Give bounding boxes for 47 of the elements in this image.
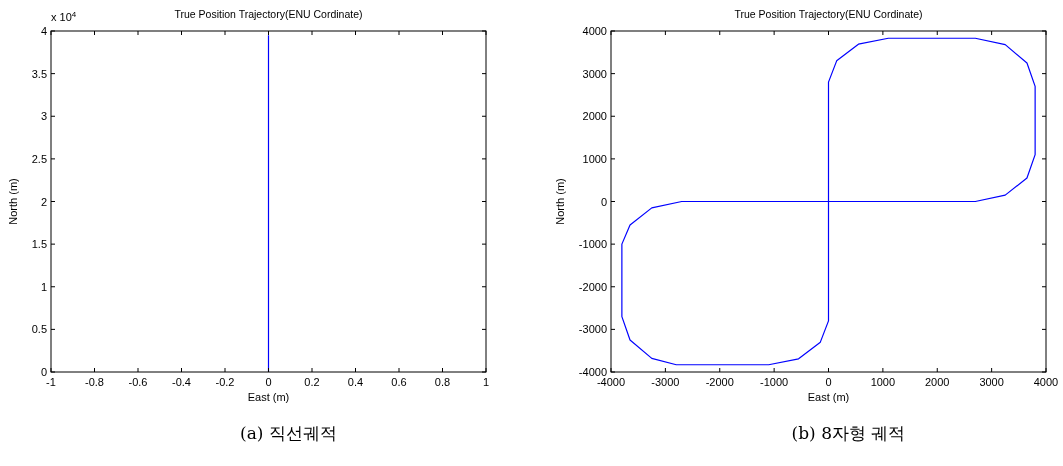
y-axis-title: North (m) xyxy=(7,178,19,225)
text: x 10$^{4}$ xyxy=(51,9,77,23)
x-tick-label: 0 xyxy=(265,376,272,388)
chart-title: True Position Trajectory(ENU Cordinate) xyxy=(174,8,363,20)
y-tick-label: 0 xyxy=(600,195,607,208)
y-tick-label: -3000 xyxy=(578,323,607,336)
x-tick-label: -0.8 xyxy=(85,376,104,388)
y-tick-label: 1000 xyxy=(582,152,607,165)
y-axis-title: North (m) xyxy=(554,178,566,225)
x-tick-label: 0.8 xyxy=(434,376,451,388)
text: (a) 직선궤적 xyxy=(240,423,337,443)
y-tick-label: 4000 xyxy=(582,25,607,37)
x-tick-label: 0 xyxy=(825,376,832,388)
x-tick-label: -0.4 xyxy=(172,376,191,388)
y-tick-label: 2.5 xyxy=(31,152,47,165)
x-tick-label: -3000 xyxy=(651,376,680,388)
x-axis-title: East (m) xyxy=(247,391,290,403)
y-tick-label: -1000 xyxy=(578,238,607,251)
chart-title: True Position Trajectory(ENU Cordinate) xyxy=(734,8,923,20)
x-tick-label: -1000 xyxy=(760,376,789,388)
y-tick-label: 0 xyxy=(40,366,47,378)
x-axis-title: East (m) xyxy=(807,391,850,403)
x-tick-label: 3000 xyxy=(979,376,1004,388)
x-tick-label: -4000 xyxy=(596,376,626,388)
y-tick-label: 3 xyxy=(40,110,47,123)
x-tick-label: 1000 xyxy=(870,376,896,388)
x-tick-label: 4000 xyxy=(1033,376,1059,388)
x-tick-label: 2000 xyxy=(925,376,950,388)
x-tick-label: 0.2 xyxy=(304,376,320,388)
x-tick-label: -0.2 xyxy=(215,376,235,388)
x-tick-label: -2000 xyxy=(705,376,734,388)
y-tick-label: 2000 xyxy=(582,110,607,123)
x-tick-label: 0.6 xyxy=(391,376,407,388)
text: (b) 8자형 궤적 xyxy=(791,423,906,443)
y-tick-label: 4 xyxy=(40,25,47,37)
y-tick-label: 2 xyxy=(40,195,47,208)
y-tick-label: -4000 xyxy=(578,366,607,378)
y-tick-label: 1.5 xyxy=(31,238,47,251)
y-tick-label: 3.5 xyxy=(31,67,47,80)
y-tick-label: 1 xyxy=(40,280,47,293)
y-tick-label: -2000 xyxy=(578,280,607,293)
x-tick-label: 0.4 xyxy=(347,376,364,388)
y-tick-label: 0.5 xyxy=(31,323,47,336)
y-tick-label: 3000 xyxy=(582,67,607,80)
x-tick-label: 1 xyxy=(482,376,490,388)
x-tick-label: -0.6 xyxy=(128,376,148,388)
x-tick-label: -1 xyxy=(46,376,56,388)
